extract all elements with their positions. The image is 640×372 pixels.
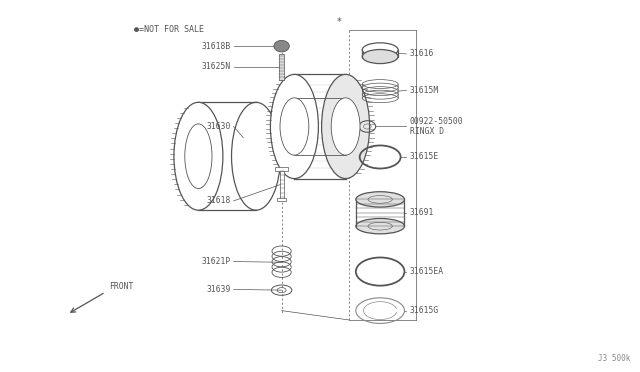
Text: 31691: 31691 — [410, 208, 434, 217]
Text: 31615M: 31615M — [410, 86, 439, 95]
Text: ●=NOT FOR SALE: ●=NOT FOR SALE — [134, 25, 204, 34]
Text: 31615E: 31615E — [410, 153, 439, 161]
Ellipse shape — [356, 192, 404, 207]
Text: J3 500k: J3 500k — [598, 354, 630, 363]
Bar — [277, 198, 286, 201]
Text: 31621P: 31621P — [201, 257, 230, 266]
Ellipse shape — [322, 74, 370, 179]
Bar — [280, 169, 284, 199]
Text: 31615EA: 31615EA — [410, 267, 444, 276]
Ellipse shape — [332, 98, 360, 155]
Text: FRONT: FRONT — [109, 282, 133, 291]
Text: 31615G: 31615G — [410, 306, 439, 315]
Ellipse shape — [271, 74, 319, 179]
Ellipse shape — [274, 41, 289, 52]
Ellipse shape — [280, 98, 309, 155]
Text: *: * — [337, 17, 342, 27]
Ellipse shape — [185, 124, 212, 189]
Text: 31618: 31618 — [206, 196, 230, 205]
Ellipse shape — [356, 218, 404, 234]
Ellipse shape — [232, 102, 280, 210]
Text: 31618B: 31618B — [201, 42, 230, 51]
Bar — [275, 167, 288, 171]
Text: 31630: 31630 — [206, 122, 230, 131]
Ellipse shape — [362, 49, 398, 64]
Text: 31616: 31616 — [410, 49, 434, 58]
Ellipse shape — [362, 43, 398, 57]
Text: 31639: 31639 — [206, 285, 230, 294]
Text: 00922-50500
RINGX D: 00922-50500 RINGX D — [410, 117, 463, 136]
Ellipse shape — [174, 102, 223, 210]
Text: 31625N: 31625N — [201, 62, 230, 71]
Bar — [279, 54, 284, 80]
